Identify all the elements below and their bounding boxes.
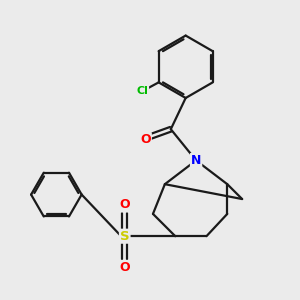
- Text: S: S: [120, 230, 130, 243]
- Text: Cl: Cl: [136, 86, 148, 96]
- Text: O: O: [140, 133, 151, 146]
- Text: O: O: [119, 199, 130, 212]
- Text: N: N: [191, 154, 201, 167]
- Text: O: O: [119, 261, 130, 274]
